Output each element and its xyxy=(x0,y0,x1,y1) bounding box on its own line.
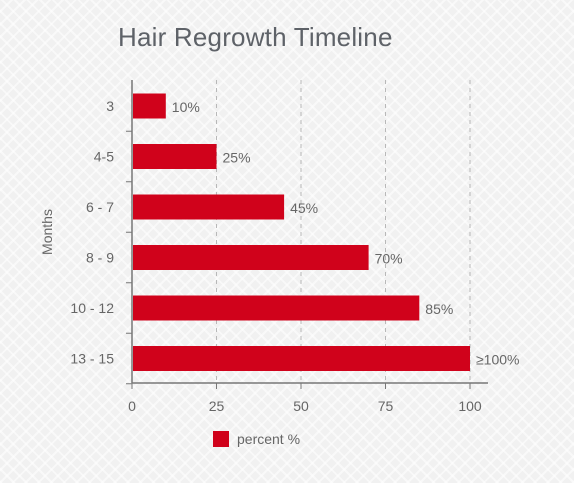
data-label: 85% xyxy=(425,301,453,317)
y-tick-label: 4-5 xyxy=(94,149,114,165)
legend[interactable]: percent % xyxy=(213,431,300,447)
bar xyxy=(133,144,217,169)
data-label: 70% xyxy=(375,251,403,267)
x-tick-label: 25 xyxy=(209,398,225,414)
bar xyxy=(133,194,285,220)
x-tick-label: 75 xyxy=(378,398,394,414)
bar xyxy=(133,93,166,119)
y-tick-label: 3 xyxy=(106,98,114,114)
y-tick-label: 6 - 7 xyxy=(86,199,114,215)
y-tick-label: 13 - 15 xyxy=(70,351,114,367)
y-tick-label: 10 - 12 xyxy=(70,300,114,316)
data-label: 10% xyxy=(172,99,200,115)
x-tick-label: 100 xyxy=(458,398,482,414)
data-label: ≥100% xyxy=(476,352,520,368)
x-tick-label: 0 xyxy=(128,398,136,414)
chart-title: Hair Regrowth Timeline xyxy=(118,22,393,52)
bar xyxy=(133,346,470,371)
bar xyxy=(133,295,420,321)
data-label: 45% xyxy=(290,200,318,216)
legend-swatch xyxy=(213,431,229,447)
legend-label: percent % xyxy=(237,431,301,447)
y-axis-title: Months xyxy=(39,209,55,255)
x-tick-label: 50 xyxy=(293,398,309,414)
data-label: 25% xyxy=(223,150,251,166)
bar xyxy=(133,245,369,270)
y-tick-label: 8 - 9 xyxy=(86,250,114,266)
